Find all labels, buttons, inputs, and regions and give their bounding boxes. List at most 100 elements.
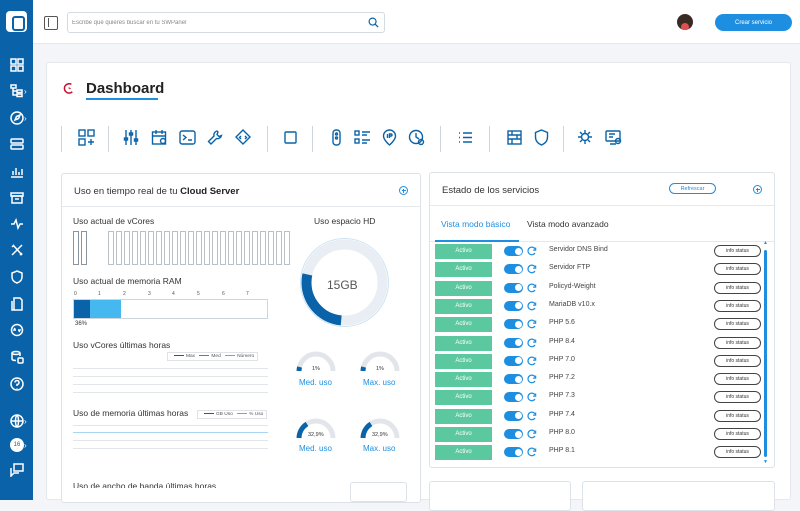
swpanel-logo[interactable] bbox=[6, 11, 27, 32]
compass-icon[interactable] bbox=[9, 111, 25, 127]
status-badge[interactable]: Activo bbox=[435, 372, 492, 388]
service-toggle[interactable] bbox=[504, 246, 523, 256]
restart-icon[interactable] bbox=[527, 429, 537, 439]
info-status-button[interactable]: info status bbox=[714, 373, 761, 386]
restart-icon[interactable] bbox=[527, 338, 537, 348]
tab-advanced-view[interactable]: Vista modo avanzado bbox=[527, 219, 609, 229]
memory-history-label: Uso de memoria últimas horas bbox=[73, 408, 189, 418]
info-status-button[interactable]: info status bbox=[714, 409, 761, 422]
database-icon[interactable] bbox=[9, 350, 25, 366]
service-toggle[interactable] bbox=[504, 264, 523, 275]
scroll-up-icon[interactable]: ▲ bbox=[763, 240, 768, 246]
wrench-icon[interactable] bbox=[207, 129, 227, 149]
memory-legend: GB Uso % Uso bbox=[197, 410, 268, 419]
status-badge[interactable]: Activo bbox=[435, 298, 492, 314]
list-icon[interactable] bbox=[457, 129, 477, 149]
services-scrollbar-thumb[interactable] bbox=[764, 250, 767, 457]
service-toggle[interactable] bbox=[504, 392, 523, 403]
create-service-button[interactable]: Crear servicio bbox=[715, 14, 792, 31]
status-badge[interactable]: Activo bbox=[435, 408, 492, 424]
window-icon[interactable] bbox=[282, 129, 302, 149]
sync-icon[interactable] bbox=[9, 323, 25, 339]
restart-icon[interactable] bbox=[527, 392, 537, 402]
clock-settings-icon[interactable] bbox=[408, 129, 428, 149]
status-badge[interactable]: Activo bbox=[435, 427, 492, 442]
status-badge[interactable]: Activo bbox=[435, 390, 492, 406]
info-status-button[interactable]: info status bbox=[714, 354, 761, 367]
info-status-button[interactable]: info status bbox=[714, 263, 761, 276]
restart-icon[interactable] bbox=[527, 301, 537, 311]
status-badge[interactable]: Activo bbox=[435, 262, 492, 278]
restart-icon[interactable] bbox=[527, 374, 537, 384]
hierarchy-icon[interactable] bbox=[9, 84, 25, 100]
calendar-icon[interactable] bbox=[151, 129, 171, 149]
status-badge[interactable]: Activo bbox=[435, 335, 492, 351]
info-status-button[interactable]: info status bbox=[714, 336, 761, 349]
status-badge[interactable]: Activo bbox=[435, 317, 492, 333]
checklist-icon[interactable] bbox=[354, 129, 374, 149]
shield-icon[interactable] bbox=[533, 129, 553, 149]
globe-icon[interactable] bbox=[9, 414, 25, 430]
sidebar-toggle-icon[interactable] bbox=[44, 16, 58, 30]
tools-icon[interactable] bbox=[9, 243, 25, 259]
remote-icon[interactable] bbox=[328, 129, 348, 149]
info-status-button[interactable]: info status bbox=[714, 281, 761, 294]
restart-icon[interactable] bbox=[527, 447, 537, 457]
restart-icon[interactable] bbox=[527, 246, 537, 256]
service-toggle[interactable] bbox=[504, 374, 523, 385]
search-icon[interactable] bbox=[368, 17, 379, 28]
info-status-button[interactable]: info status bbox=[714, 391, 761, 404]
tag-code-icon[interactable] bbox=[235, 129, 255, 149]
monitor-settings-icon[interactable] bbox=[605, 129, 625, 149]
service-toggle[interactable] bbox=[504, 410, 523, 421]
info-status-button[interactable]: info status bbox=[714, 299, 761, 312]
shield-icon[interactable] bbox=[9, 270, 25, 286]
chat-icon[interactable] bbox=[9, 463, 25, 479]
status-badge[interactable]: Activo bbox=[435, 445, 492, 461]
notification-count-badge[interactable]: 16 bbox=[10, 438, 24, 452]
help-icon[interactable] bbox=[9, 377, 25, 393]
service-toggle[interactable] bbox=[504, 319, 523, 330]
mem-max-percent: 32,9% bbox=[372, 432, 388, 438]
firewall-icon[interactable] bbox=[506, 129, 526, 149]
service-toggle[interactable] bbox=[504, 337, 523, 348]
restart-icon[interactable] bbox=[527, 411, 537, 421]
add-widget-icon[interactable] bbox=[78, 129, 98, 149]
activity-icon[interactable] bbox=[9, 217, 25, 233]
refresh-button[interactable]: Refrescar bbox=[669, 183, 716, 194]
restart-icon[interactable] bbox=[527, 319, 537, 329]
scroll-down-icon[interactable]: ▼ bbox=[763, 459, 768, 465]
service-toggle[interactable] bbox=[504, 429, 523, 439]
search-input[interactable] bbox=[72, 16, 352, 30]
status-badge[interactable]: Activo bbox=[435, 280, 492, 296]
sliders-icon[interactable] bbox=[123, 129, 143, 149]
documents-icon[interactable] bbox=[9, 297, 25, 313]
status-badge[interactable]: Activo bbox=[435, 353, 492, 369]
dashboard-icon[interactable] bbox=[9, 58, 25, 74]
ip-location-icon[interactable] bbox=[381, 129, 401, 149]
restart-icon[interactable] bbox=[527, 283, 537, 293]
service-toggle[interactable] bbox=[504, 447, 523, 458]
info-status-button[interactable]: info status bbox=[714, 318, 761, 331]
server-icon[interactable] bbox=[9, 137, 25, 153]
terminal-icon[interactable] bbox=[179, 129, 199, 149]
add-widget-icon[interactable] bbox=[399, 186, 408, 195]
ram-scale-tick: 4 bbox=[172, 291, 175, 297]
restart-icon[interactable] bbox=[527, 356, 537, 366]
vcore-bar bbox=[204, 231, 210, 265]
service-toggle[interactable] bbox=[504, 355, 523, 366]
info-status-button[interactable]: info status bbox=[714, 428, 761, 440]
vcores-label: Uso actual de vCores bbox=[73, 216, 155, 226]
info-status-button[interactable]: info status bbox=[714, 446, 761, 459]
bug-search-icon[interactable] bbox=[577, 129, 597, 149]
info-status-button[interactable]: info status bbox=[714, 245, 761, 257]
status-badge[interactable]: Activo bbox=[435, 244, 492, 259]
tab-basic-view[interactable]: Vista modo básico bbox=[441, 219, 511, 229]
add-widget-icon[interactable] bbox=[753, 185, 762, 194]
user-avatar[interactable] bbox=[677, 14, 693, 30]
chart-icon[interactable] bbox=[9, 164, 25, 180]
archive-icon[interactable] bbox=[9, 191, 25, 207]
service-toggle[interactable] bbox=[504, 300, 523, 311]
restart-icon[interactable] bbox=[527, 264, 537, 274]
service-toggle[interactable] bbox=[504, 282, 523, 293]
